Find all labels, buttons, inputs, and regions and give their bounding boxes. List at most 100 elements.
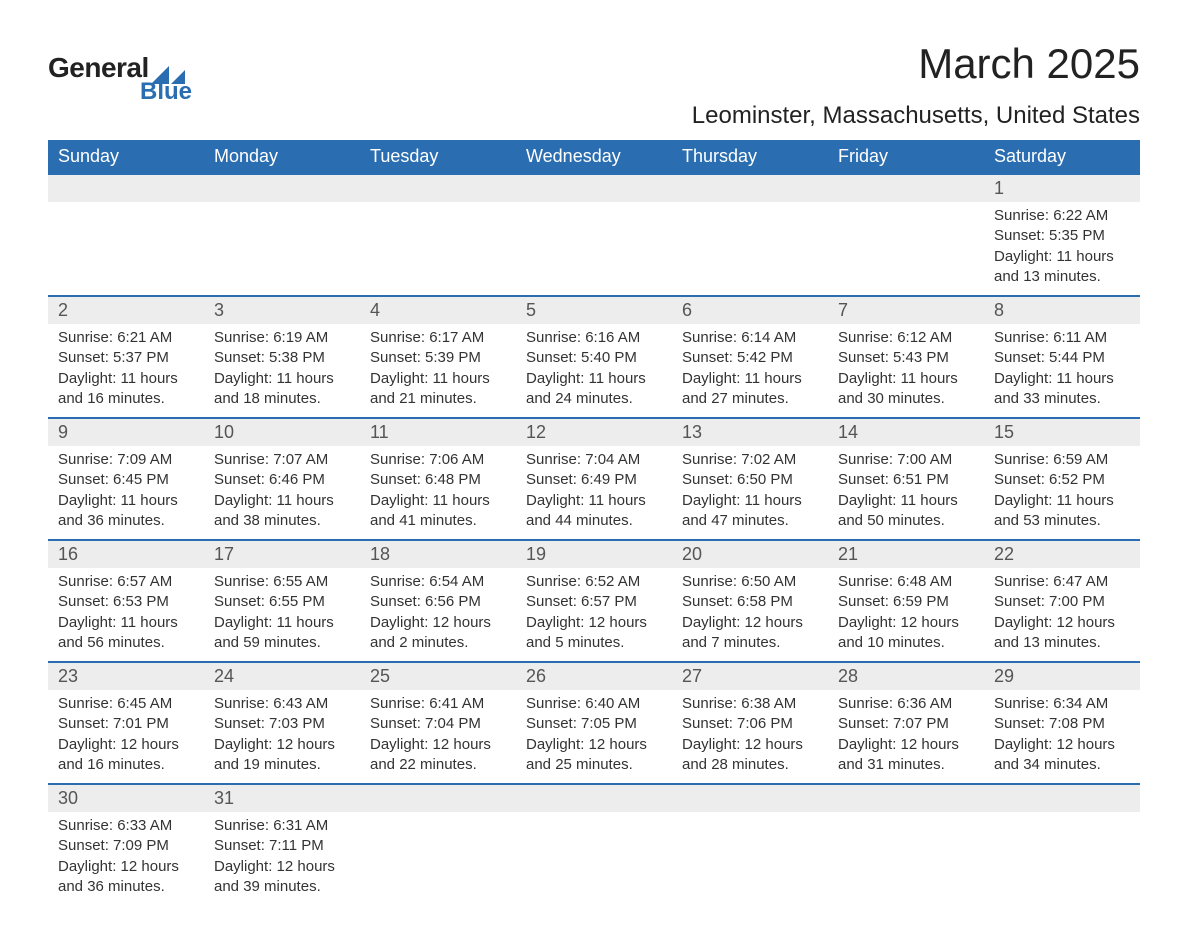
day-d2: and 19 minutes. bbox=[214, 755, 350, 775]
day-detail-cell: Sunrise: 6:14 AMSunset: 5:42 PMDaylight:… bbox=[672, 324, 828, 418]
day-d2: and 31 minutes. bbox=[838, 755, 974, 775]
weekday-header: Tuesday bbox=[360, 140, 516, 174]
day-number-cell: 25 bbox=[360, 662, 516, 690]
day-d2: and 21 minutes. bbox=[370, 389, 506, 409]
day-d1: Daylight: 12 hours bbox=[214, 735, 350, 755]
day-d2: and 44 minutes. bbox=[526, 511, 662, 531]
day-d1: Daylight: 12 hours bbox=[994, 735, 1130, 755]
day-number-cell bbox=[672, 784, 828, 812]
day-d2: and 5 minutes. bbox=[526, 633, 662, 653]
day-ss: Sunset: 6:45 PM bbox=[58, 470, 194, 490]
detail-row: Sunrise: 6:33 AMSunset: 7:09 PMDaylight:… bbox=[48, 812, 1140, 905]
day-number-cell: 28 bbox=[828, 662, 984, 690]
day-number-cell: 1 bbox=[984, 174, 1140, 202]
day-ss: Sunset: 6:58 PM bbox=[682, 592, 818, 612]
day-d1: Daylight: 11 hours bbox=[370, 491, 506, 511]
day-ss: Sunset: 7:01 PM bbox=[58, 714, 194, 734]
day-detail-cell: Sunrise: 6:12 AMSunset: 5:43 PMDaylight:… bbox=[828, 324, 984, 418]
location: Leominster, Massachusetts, United States bbox=[692, 102, 1140, 130]
day-detail-cell: Sunrise: 6:22 AMSunset: 5:35 PMDaylight:… bbox=[984, 202, 1140, 296]
weekday-header: Thursday bbox=[672, 140, 828, 174]
detail-row: Sunrise: 6:22 AMSunset: 5:35 PMDaylight:… bbox=[48, 202, 1140, 296]
day-ss: Sunset: 6:50 PM bbox=[682, 470, 818, 490]
day-d2: and 13 minutes. bbox=[994, 267, 1130, 287]
header: General Blue March 2025 Leominster, Mass… bbox=[48, 40, 1140, 130]
day-detail-cell: Sunrise: 6:17 AMSunset: 5:39 PMDaylight:… bbox=[360, 324, 516, 418]
day-detail-cell: Sunrise: 6:11 AMSunset: 5:44 PMDaylight:… bbox=[984, 324, 1140, 418]
day-d2: and 13 minutes. bbox=[994, 633, 1130, 653]
day-sr: Sunrise: 7:02 AM bbox=[682, 450, 818, 470]
day-sr: Sunrise: 6:16 AM bbox=[526, 328, 662, 348]
day-number-cell: 4 bbox=[360, 296, 516, 324]
day-ss: Sunset: 7:06 PM bbox=[682, 714, 818, 734]
day-detail-cell: Sunrise: 7:06 AMSunset: 6:48 PMDaylight:… bbox=[360, 446, 516, 540]
day-ss: Sunset: 7:05 PM bbox=[526, 714, 662, 734]
day-ss: Sunset: 6:46 PM bbox=[214, 470, 350, 490]
day-number-cell: 7 bbox=[828, 296, 984, 324]
logo-text-sub: Blue bbox=[140, 78, 192, 106]
day-detail-cell: Sunrise: 6:52 AMSunset: 6:57 PMDaylight:… bbox=[516, 568, 672, 662]
daynum-row: 1 bbox=[48, 174, 1140, 202]
day-detail-cell: Sunrise: 6:19 AMSunset: 5:38 PMDaylight:… bbox=[204, 324, 360, 418]
title-block: March 2025 Leominster, Massachusetts, Un… bbox=[692, 40, 1140, 130]
day-number-cell: 12 bbox=[516, 418, 672, 446]
day-d2: and 56 minutes. bbox=[58, 633, 194, 653]
day-sr: Sunrise: 6:38 AM bbox=[682, 694, 818, 714]
weekday-header: Saturday bbox=[984, 140, 1140, 174]
day-detail-cell bbox=[828, 812, 984, 905]
weekday-header: Sunday bbox=[48, 140, 204, 174]
day-detail-cell: Sunrise: 7:04 AMSunset: 6:49 PMDaylight:… bbox=[516, 446, 672, 540]
day-sr: Sunrise: 6:17 AM bbox=[370, 328, 506, 348]
day-d1: Daylight: 12 hours bbox=[370, 735, 506, 755]
day-detail-cell: Sunrise: 7:00 AMSunset: 6:51 PMDaylight:… bbox=[828, 446, 984, 540]
day-sr: Sunrise: 6:52 AM bbox=[526, 572, 662, 592]
day-d2: and 30 minutes. bbox=[838, 389, 974, 409]
day-sr: Sunrise: 7:04 AM bbox=[526, 450, 662, 470]
day-d1: Daylight: 11 hours bbox=[994, 247, 1130, 267]
day-ss: Sunset: 6:49 PM bbox=[526, 470, 662, 490]
day-detail-cell bbox=[828, 202, 984, 296]
day-sr: Sunrise: 6:36 AM bbox=[838, 694, 974, 714]
day-sr: Sunrise: 6:31 AM bbox=[214, 816, 350, 836]
day-d1: Daylight: 11 hours bbox=[214, 613, 350, 633]
day-sr: Sunrise: 6:48 AM bbox=[838, 572, 974, 592]
day-sr: Sunrise: 6:55 AM bbox=[214, 572, 350, 592]
day-sr: Sunrise: 6:22 AM bbox=[994, 206, 1130, 226]
weekday-header-row: Sunday Monday Tuesday Wednesday Thursday… bbox=[48, 140, 1140, 174]
day-d1: Daylight: 11 hours bbox=[370, 369, 506, 389]
logo-text-main: General bbox=[48, 52, 149, 84]
day-number-cell: 26 bbox=[516, 662, 672, 690]
day-detail-cell: Sunrise: 6:38 AMSunset: 7:06 PMDaylight:… bbox=[672, 690, 828, 784]
day-number-cell: 16 bbox=[48, 540, 204, 568]
day-ss: Sunset: 7:11 PM bbox=[214, 836, 350, 856]
day-detail-cell bbox=[516, 812, 672, 905]
detail-row: Sunrise: 7:09 AMSunset: 6:45 PMDaylight:… bbox=[48, 446, 1140, 540]
day-number-cell: 9 bbox=[48, 418, 204, 446]
detail-row: Sunrise: 6:57 AMSunset: 6:53 PMDaylight:… bbox=[48, 568, 1140, 662]
day-ss: Sunset: 7:09 PM bbox=[58, 836, 194, 856]
day-d2: and 38 minutes. bbox=[214, 511, 350, 531]
day-detail-cell: Sunrise: 6:50 AMSunset: 6:58 PMDaylight:… bbox=[672, 568, 828, 662]
day-detail-cell: Sunrise: 6:59 AMSunset: 6:52 PMDaylight:… bbox=[984, 446, 1140, 540]
day-number-cell bbox=[360, 784, 516, 812]
day-d1: Daylight: 12 hours bbox=[526, 613, 662, 633]
day-ss: Sunset: 7:08 PM bbox=[994, 714, 1130, 734]
day-detail-cell bbox=[360, 812, 516, 905]
day-number-cell: 27 bbox=[672, 662, 828, 690]
day-detail-cell bbox=[48, 202, 204, 296]
day-number-cell: 14 bbox=[828, 418, 984, 446]
day-sr: Sunrise: 6:19 AM bbox=[214, 328, 350, 348]
day-d1: Daylight: 12 hours bbox=[214, 857, 350, 877]
daynum-row: 3031 bbox=[48, 784, 1140, 812]
daynum-row: 16171819202122 bbox=[48, 540, 1140, 568]
day-sr: Sunrise: 6:21 AM bbox=[58, 328, 194, 348]
day-d1: Daylight: 12 hours bbox=[370, 613, 506, 633]
day-ss: Sunset: 5:35 PM bbox=[994, 226, 1130, 246]
day-d1: Daylight: 11 hours bbox=[58, 491, 194, 511]
day-sr: Sunrise: 7:09 AM bbox=[58, 450, 194, 470]
weekday-header: Monday bbox=[204, 140, 360, 174]
day-d1: Daylight: 11 hours bbox=[682, 369, 818, 389]
day-ss: Sunset: 6:48 PM bbox=[370, 470, 506, 490]
day-d2: and 28 minutes. bbox=[682, 755, 818, 775]
day-number-cell bbox=[984, 784, 1140, 812]
